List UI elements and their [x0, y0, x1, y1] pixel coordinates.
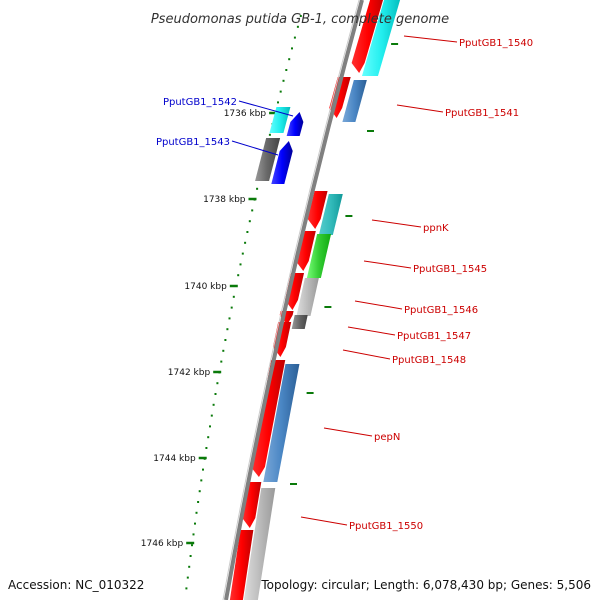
minor-tick: [291, 47, 293, 50]
minor-tick: [197, 501, 200, 503]
minor-tick: [296, 25, 299, 28]
gene-forward-cds: [243, 488, 276, 600]
minor-tick: [248, 220, 251, 223]
tick-label: 1742 kbp: [168, 368, 211, 378]
backbone-highlight: [222, 0, 360, 600]
gene-label: PputGB1_1541: [445, 108, 519, 119]
topology-text: Topology: circular; Length: 6,078,430 bp…: [261, 578, 591, 592]
minor-tick: [186, 576, 189, 579]
minor-tick: [230, 306, 233, 309]
gene-label: PputGB1_1542: [163, 97, 237, 108]
gene-forward-cds: [318, 194, 343, 235]
minor-tick: [220, 360, 223, 363]
minor-tick: [282, 79, 285, 82]
minor-tick: [239, 263, 242, 266]
minor-tick: [279, 90, 282, 93]
callout-line: [323, 427, 373, 437]
minor-tick: [222, 349, 225, 352]
tick-label: 1738 kbp: [203, 195, 246, 205]
minor-tick: [185, 587, 188, 590]
gene-forward-cds: [263, 364, 300, 482]
callout-line: [238, 100, 294, 117]
gene-forward: [250, 360, 286, 477]
minor-tick: [209, 425, 211, 428]
minor-tick: [216, 382, 219, 385]
minor-tick: [224, 339, 227, 341]
minor-tick: [212, 403, 215, 406]
minor-tick: [268, 133, 271, 136]
tick-labels: 1736 kbp 1738 kbp 1740 kbp 1742 kbp 1744 kbp…: [141, 109, 267, 549]
callout-line: [354, 300, 403, 310]
minor-tick: [285, 69, 288, 71]
callout-line: [371, 219, 422, 228]
minor-tick: [202, 468, 204, 471]
minor-tick: [188, 565, 191, 568]
tick-label: 1744 kbp: [153, 454, 196, 464]
tick-label: 1746 kbp: [141, 539, 184, 549]
minor-tick: [277, 101, 279, 104]
minor-tick: [293, 36, 296, 39]
gene-reverse: [286, 112, 304, 136]
gene-reverse: [269, 107, 291, 133]
gene-forward: [351, 0, 384, 73]
gene-reverse: [271, 141, 293, 184]
accession-text: Accession: NC_010322: [8, 578, 145, 592]
gene-label: pepN: [374, 432, 400, 443]
gene-label: PputGB1_1543: [156, 137, 230, 148]
callout-line: [231, 140, 279, 156]
minor-tick: [299, 15, 302, 17]
gene-label: PputGB1_1547: [397, 331, 471, 342]
minor-tick: [200, 479, 203, 482]
callout-line: [363, 260, 412, 269]
gene-label: PputGB1_1548: [392, 355, 466, 366]
map-title: Pseudomonas putida GB-1, complete genome: [151, 12, 449, 27]
callout-line: [342, 349, 391, 360]
gene-forward: [229, 530, 254, 600]
callout-line: [300, 516, 348, 526]
minor-tick: [189, 555, 192, 557]
minor-tick: [205, 447, 208, 449]
gene-label: ppnK: [423, 223, 449, 234]
gene-forward-cds: [306, 234, 332, 278]
minor-tick: [207, 436, 210, 439]
minor-tick: [246, 231, 249, 233]
minor-tick: [191, 544, 193, 547]
minor-tick: [210, 414, 213, 417]
minor-tick: [192, 533, 195, 536]
minor-tick: [228, 317, 231, 320]
minor-tick: [237, 274, 240, 277]
minor-tick: [214, 393, 217, 395]
minor-tick: [226, 328, 229, 331]
callout-line: [347, 326, 396, 336]
gene-label: PputGB1_1546: [404, 305, 478, 316]
callout-line: [396, 104, 444, 113]
gene-forward-cds: [291, 315, 308, 329]
minor-tick: [251, 209, 254, 212]
gene-forward-cds: [361, 0, 401, 76]
tick-label: 1736 kbp: [224, 109, 267, 119]
gene-label: PputGB1_1540: [459, 38, 533, 49]
minor-tick: [198, 490, 201, 493]
callout-line: [403, 35, 458, 43]
genes: [229, 0, 401, 600]
tick-label: 1740 kbp: [184, 282, 227, 292]
gene-forward-cds: [296, 278, 319, 316]
gene-reverse: [255, 138, 281, 181]
gene-forward-cds: [342, 80, 367, 122]
minor-tick: [241, 252, 244, 255]
gene-label: PputGB1_1545: [413, 264, 487, 275]
minor-tick: [232, 295, 235, 298]
gene-callouts: PputGB1_1540 PputGB1_1541 PputGB1_1542 Pput…: [156, 35, 533, 532]
minor-tick: [195, 511, 198, 514]
gene-forward: [307, 191, 328, 229]
minor-tick: [288, 58, 291, 61]
minor-tick: [194, 522, 196, 525]
backbone-arc: [224, 0, 364, 600]
minor-tick: [256, 187, 259, 190]
minor-tick: [244, 241, 247, 244]
gene-label: PputGB1_1550: [349, 521, 423, 532]
